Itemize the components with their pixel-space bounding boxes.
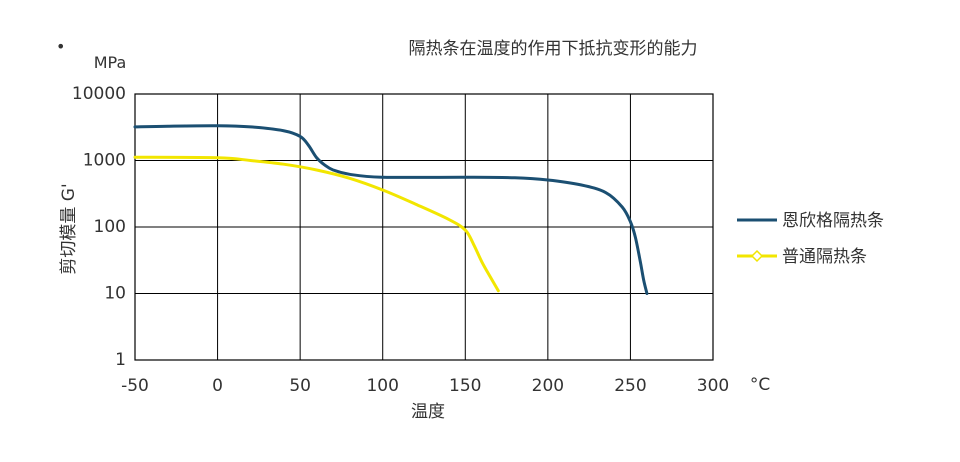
x-tick-label: 250 — [614, 376, 646, 396]
y-axis-label: 剪切模量 G' — [59, 183, 79, 274]
x-tick-label: 300 — [697, 376, 729, 396]
y-tick-label: 1000 — [83, 151, 126, 171]
y-tick-label: 10000 — [72, 84, 126, 104]
x-tick-label: 150 — [449, 376, 481, 396]
x-axis-label: 温度 — [411, 402, 445, 422]
x-tick-label: 50 — [289, 376, 311, 396]
legend-label: 普通隔热条 — [782, 247, 867, 267]
y-unit-label: MPa — [94, 53, 127, 72]
x-tick-label: -50 — [121, 376, 149, 396]
x-unit-label: °C — [750, 375, 770, 395]
legend-label: 恩欣格隔热条 — [782, 211, 884, 231]
x-tick-label: 100 — [366, 376, 398, 396]
chart-title: 隔热条在温度的作用下抵抗变形的能力 — [409, 39, 698, 59]
x-tick-label: 200 — [532, 376, 564, 396]
grid — [134, 93, 714, 361]
legend-marker-diamond — [750, 249, 764, 263]
y-tick-label: 10 — [104, 284, 126, 304]
bullet: • — [56, 37, 65, 56]
series-line-2 — [133, 155, 500, 293]
y-tick-label: 100 — [94, 217, 126, 237]
x-tick-label: 0 — [212, 376, 223, 396]
y-tick-label: 1 — [115, 350, 126, 370]
series-line-1 — [133, 124, 649, 295]
series-lines — [133, 124, 649, 295]
tick-labels: -50 0 50 100 150 200 250 300 1 10 100 1000 10000 — [72, 84, 729, 396]
